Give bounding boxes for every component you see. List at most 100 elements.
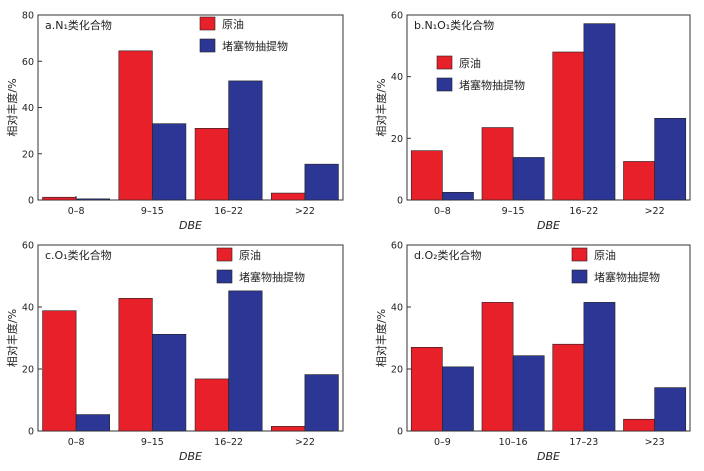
x-tick-label: 0–8 (68, 206, 85, 217)
bar-plug-extract-1 (512, 157, 545, 201)
plot-frame (37, 14, 344, 201)
y-tick-label: 0 (397, 196, 403, 207)
bar-crude-oil-3 (271, 192, 306, 201)
bar-crude-oil-1 (118, 298, 153, 432)
bar-plug-extract-0 (75, 198, 110, 201)
y-tick-label: 0 (397, 427, 403, 438)
chart-title: c.O₁类化合物 (45, 248, 112, 262)
x-axis-label: DBE (537, 219, 560, 232)
bar-crude-oil-0 (410, 150, 443, 201)
x-tick-label: 9–15 (502, 206, 525, 217)
chart-title: a.N₁类化合物 (45, 18, 112, 32)
y-tick-label: 0 (28, 196, 34, 207)
chart-panel-2: 0 20 40 60 相对丰度/% 0–8 9–15 16–22 >22 DBE c.O₁类化合物 原… (5, 241, 344, 463)
bar-crude-oil-1 (481, 302, 514, 432)
bar-plug-extract-1 (152, 123, 187, 201)
x-tick-label: >23 (645, 437, 665, 448)
plot-frame (406, 14, 691, 201)
chart-title: d.O₂类化合物 (414, 248, 482, 262)
x-axis-label: DBE (179, 219, 202, 232)
legend-swatch-plug-extract (436, 77, 453, 92)
bar-crude-oil-3 (623, 161, 655, 201)
x-tick-label: >22 (645, 206, 665, 217)
legend-label-plug-extract: 堵塞物抽提物 (222, 39, 288, 53)
legend-label-plug-extract: 堵塞物抽提物 (459, 78, 525, 92)
x-tick-label: 16–22 (214, 206, 243, 217)
bar-crude-oil-2 (552, 343, 585, 432)
bar-crude-oil-0 (42, 310, 77, 432)
legend-label-crude-oil: 原油 (222, 17, 244, 31)
bar-crude-oil-0 (42, 196, 77, 201)
x-tick-label: 16–22 (214, 437, 243, 448)
x-tick-label: >22 (295, 437, 315, 448)
y-tick-label: 40 (391, 72, 403, 83)
y-tick-label: 20 (22, 365, 34, 376)
chart-panel-0: 0 20 40 60 80 相对丰度/% 0–8 9–15 16–22 >22 DBE a.N₁类化合… (5, 11, 344, 232)
chart-panel-3: 0 20 40 60 相对丰度/% 0–9 10–16 17–23 >23 DBE d.O₂类化合物… (374, 241, 691, 463)
y-tick-label: 0 (28, 427, 34, 438)
bar-plug-extract-3 (304, 374, 339, 432)
x-tick-label: 17–23 (569, 437, 598, 448)
bar-plug-extract-3 (654, 117, 687, 201)
legend-label-plug-extract: 堵塞物抽提物 (239, 270, 305, 284)
legend-swatch-crude-oil (436, 55, 453, 70)
y-tick-label: 60 (22, 241, 34, 252)
legend-swatch-plug-extract (571, 269, 588, 284)
bar-plug-extract-0 (442, 191, 474, 201)
plot-frame (406, 244, 691, 432)
legend-swatch-crude-oil (216, 247, 233, 262)
chart-title: b.N₁O₁类化合物 (414, 18, 494, 32)
bar-crude-oil-0 (410, 346, 443, 432)
bar-crude-oil-2 (552, 51, 585, 201)
y-axis-label: 相对丰度/% (5, 78, 19, 136)
legend-swatch-crude-oil (199, 16, 216, 31)
bar-plug-extract-0 (442, 366, 474, 432)
y-tick-label: 20 (391, 134, 403, 145)
bar-plug-extract-0 (75, 414, 110, 432)
x-axis-label: DBE (179, 450, 202, 463)
x-tick-label: 16–22 (569, 206, 598, 217)
bar-plug-extract-2 (583, 23, 616, 201)
bar-crude-oil-1 (118, 50, 153, 201)
bar-plug-extract-1 (152, 333, 187, 432)
x-tick-label: 0–8 (434, 206, 451, 217)
x-axis-label: DBE (537, 450, 560, 463)
x-tick-label: 0–8 (68, 437, 85, 448)
y-axis-label: 相对丰度/% (5, 309, 19, 367)
y-axis-label: 相对丰度/% (374, 78, 388, 136)
y-tick-label: 60 (391, 11, 403, 22)
x-tick-label: 9–15 (141, 437, 164, 448)
bar-plug-extract-2 (228, 290, 263, 432)
y-tick-label: 80 (22, 11, 34, 22)
x-tick-label: 9–15 (141, 206, 164, 217)
y-axis-label: 相对丰度/% (374, 309, 388, 367)
y-tick-label: 20 (22, 149, 34, 160)
y-tick-label: 20 (391, 365, 403, 376)
legend-swatch-crude-oil (571, 247, 588, 262)
bar-plug-extract-3 (654, 387, 687, 432)
y-tick-label: 60 (22, 57, 34, 68)
y-tick-label: 40 (391, 303, 403, 314)
bar-plug-extract-2 (583, 302, 616, 432)
x-tick-label: 0–9 (434, 437, 451, 448)
legend-label-crude-oil: 原油 (594, 248, 616, 262)
x-tick-label: >22 (295, 206, 315, 217)
legend-label-plug-extract: 堵塞物抽提物 (594, 270, 660, 284)
y-tick-label: 40 (22, 303, 34, 314)
bar-crude-oil-2 (194, 128, 229, 201)
bar-plug-extract-2 (228, 80, 263, 201)
legend-label-crude-oil: 原油 (459, 56, 481, 70)
chart-panel-1: 0 20 40 60 相对丰度/% 0–8 9–15 16–22 >22 DBE b.N₁O₁类化合… (374, 11, 691, 232)
bar-plug-extract-3 (304, 163, 339, 201)
y-tick-label: 60 (391, 241, 403, 252)
bar-plug-extract-1 (512, 355, 545, 432)
bar-crude-oil-3 (623, 418, 655, 432)
legend-swatch-plug-extract (216, 269, 233, 284)
y-tick-label: 40 (22, 103, 34, 114)
bar-crude-oil-2 (194, 378, 229, 432)
x-tick-label: 10–16 (499, 437, 528, 448)
bar-crude-oil-1 (481, 127, 514, 201)
plot-frame (37, 244, 344, 432)
